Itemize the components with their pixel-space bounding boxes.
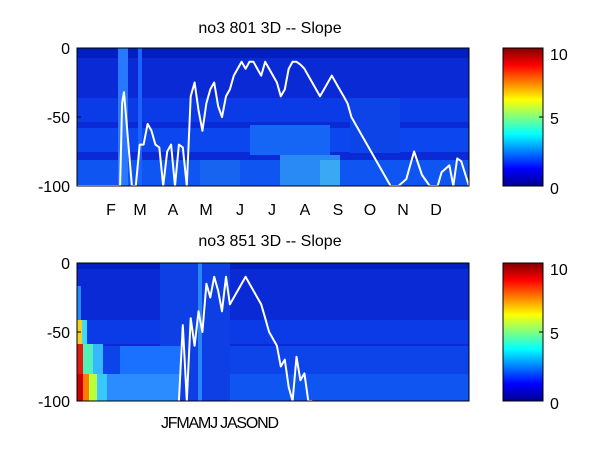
- top-x-tick-label: J: [268, 202, 276, 219]
- top-x-tick-label: N: [397, 202, 409, 219]
- top-x-tick-label: J: [236, 202, 244, 219]
- top-heatmap-top-band: [77, 48, 469, 58]
- bottom-heatmap-hot-strip: [89, 374, 97, 401]
- top-x-tick-label: F: [106, 202, 116, 219]
- top-x-tick-label: A: [300, 202, 311, 219]
- top-y-tick-label: -100: [38, 179, 70, 196]
- top-colorbar: 10 5 0: [502, 47, 568, 198]
- top-y-tick-label: 0: [61, 41, 70, 58]
- bottom-chart-title: no3 851 3D -- Slope: [198, 233, 341, 250]
- bottom-panel: no3 851 3D -- Slope: [38, 233, 568, 432]
- bottom-x-axis: JFMAMJ JASOND: [161, 415, 280, 432]
- top-heatmap: [77, 48, 470, 187]
- bottom-y-tick-label: -100: [38, 394, 70, 411]
- top-overlay-line: [77, 60, 470, 187]
- top-heatmap-mid-band: [77, 98, 469, 122]
- bottom-heatmap-hot-strip: [97, 374, 107, 401]
- bottom-x-tick-label: JFMAMJ JASOND: [161, 415, 278, 432]
- top-heatmap-column: [138, 48, 142, 186]
- bottom-heatmap-column: [100, 374, 180, 401]
- bottom-y-tick-label: -50: [47, 325, 70, 342]
- top-x-tick-label: M: [133, 202, 146, 219]
- top-colorbar-tick-label: 5: [550, 111, 559, 128]
- top-x-tick-label: M: [199, 202, 212, 219]
- top-x-tick-label: A: [168, 202, 179, 219]
- top-heatmap-column: [250, 125, 330, 155]
- top-colorbar-gradient: [502, 47, 544, 187]
- top-x-tick-label: D: [430, 202, 442, 219]
- bottom-overlay-line: [177, 275, 313, 402]
- bottom-heatmap-hot-strip: [77, 286, 81, 321]
- top-heatmap-column: [118, 48, 128, 186]
- bottom-y-axis: 0 -50 -100: [38, 256, 81, 411]
- top-x-tick-label: S: [333, 202, 344, 219]
- bottom-colorbar-gradient: [502, 262, 544, 402]
- top-heatmap-column: [200, 160, 240, 186]
- bottom-heatmap-column: [198, 263, 202, 401]
- top-colorbar-tick-label: 0: [550, 181, 559, 198]
- bottom-colorbar-tick-label: 0: [550, 396, 559, 413]
- top-y-axis: 0 -50 -100: [38, 41, 81, 196]
- top-heatmap-column: [350, 98, 400, 153]
- bottom-heatmap-hot-strip: [83, 344, 93, 374]
- bottom-heatmap-hot-strip: [77, 374, 83, 401]
- bottom-heatmap-hot-strip: [82, 320, 87, 344]
- bottom-heatmap: [77, 263, 469, 402]
- top-panel: no3 801 3D -- Slope 0 -50 -100: [38, 20, 568, 219]
- top-colorbar-tick-label: 10: [550, 47, 568, 64]
- top-x-tick-label: O: [364, 202, 376, 219]
- bottom-colorbar-tick-label: 5: [550, 326, 559, 343]
- bottom-colorbar-tick-label: 10: [550, 262, 568, 279]
- bottom-heatmap-hot-strip: [93, 344, 103, 374]
- bottom-heatmap-hot-strip: [83, 374, 89, 401]
- top-heatmap-column: [320, 160, 340, 186]
- bottom-heatmap-hot-strip: [77, 344, 83, 374]
- bottom-colorbar: 10 5 0: [502, 262, 568, 413]
- bottom-heatmap-top-band: [77, 263, 469, 269]
- bottom-y-tick-label: 0: [61, 256, 70, 273]
- bottom-heatmap-column: [120, 346, 180, 374]
- top-y-tick-label: -50: [47, 110, 70, 127]
- top-chart-title: no3 801 3D -- Slope: [198, 20, 341, 37]
- top-x-axis: F M A M J J A S O N D: [106, 202, 442, 219]
